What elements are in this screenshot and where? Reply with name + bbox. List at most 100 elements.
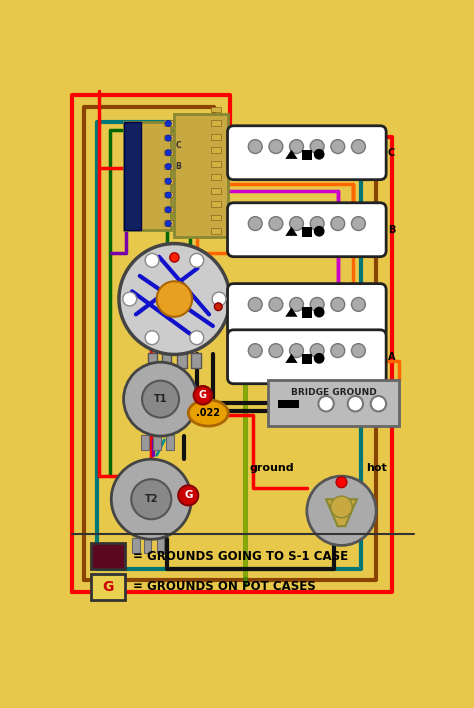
Circle shape — [131, 479, 171, 519]
Bar — [302, 149, 312, 159]
Circle shape — [269, 139, 283, 154]
Bar — [148, 353, 157, 368]
Circle shape — [178, 486, 198, 506]
Bar — [166, 435, 173, 450]
Circle shape — [307, 476, 376, 545]
Bar — [210, 135, 221, 139]
Circle shape — [314, 226, 325, 236]
Circle shape — [165, 178, 171, 184]
Circle shape — [314, 307, 325, 317]
Circle shape — [290, 217, 303, 231]
Ellipse shape — [188, 400, 228, 426]
Circle shape — [310, 139, 324, 154]
Circle shape — [352, 297, 365, 312]
Text: ground: ground — [250, 464, 294, 474]
Circle shape — [212, 292, 226, 306]
Circle shape — [319, 396, 334, 411]
Circle shape — [165, 149, 171, 156]
Bar — [302, 227, 312, 236]
Bar — [210, 106, 221, 112]
Circle shape — [214, 303, 222, 311]
Circle shape — [248, 139, 262, 154]
Circle shape — [194, 386, 212, 404]
Bar — [153, 435, 161, 450]
Text: G: G — [102, 580, 114, 594]
Bar — [268, 380, 399, 426]
Circle shape — [165, 220, 171, 227]
Circle shape — [310, 297, 324, 312]
Circle shape — [331, 496, 352, 518]
Text: C: C — [388, 148, 395, 158]
Circle shape — [314, 353, 325, 364]
Text: BRIDGE GROUND: BRIDGE GROUND — [291, 387, 377, 396]
Circle shape — [310, 343, 324, 358]
Bar — [210, 228, 221, 234]
Bar — [210, 120, 221, 126]
Circle shape — [248, 343, 262, 358]
Circle shape — [331, 139, 345, 154]
Circle shape — [190, 253, 204, 268]
Circle shape — [123, 292, 137, 306]
Circle shape — [336, 477, 347, 488]
Bar — [164, 164, 173, 169]
Polygon shape — [285, 307, 298, 316]
Bar — [91, 574, 125, 600]
Bar — [124, 122, 171, 229]
Text: = GROUNDS GOING TO S-1 CASE: = GROUNDS GOING TO S-1 CASE — [133, 549, 348, 563]
Bar — [164, 178, 173, 183]
Bar — [174, 114, 228, 237]
FancyBboxPatch shape — [228, 126, 386, 180]
Polygon shape — [285, 227, 298, 236]
Text: .022: .022 — [196, 408, 220, 418]
Bar — [210, 147, 221, 153]
Bar — [210, 215, 221, 220]
Circle shape — [347, 396, 363, 411]
Circle shape — [248, 297, 262, 312]
Circle shape — [111, 459, 191, 539]
Bar — [164, 120, 173, 126]
Bar — [164, 207, 173, 212]
Circle shape — [165, 120, 171, 127]
Text: G: G — [184, 491, 192, 501]
Polygon shape — [326, 499, 357, 526]
Bar — [210, 174, 221, 180]
Text: G: G — [199, 390, 207, 400]
Bar — [144, 537, 151, 553]
Bar — [210, 161, 221, 166]
Circle shape — [165, 207, 171, 213]
Polygon shape — [285, 149, 298, 159]
Bar — [132, 537, 140, 553]
Text: B: B — [388, 224, 395, 235]
Circle shape — [165, 192, 171, 198]
Circle shape — [331, 297, 345, 312]
Text: hot: hot — [366, 464, 386, 474]
Circle shape — [331, 343, 345, 358]
Bar — [278, 400, 299, 408]
Circle shape — [352, 139, 365, 154]
Circle shape — [170, 253, 179, 262]
Bar — [157, 537, 164, 553]
Circle shape — [145, 253, 159, 268]
Polygon shape — [285, 354, 298, 363]
Circle shape — [269, 217, 283, 231]
Circle shape — [371, 396, 386, 411]
Circle shape — [124, 362, 198, 436]
Text: C: C — [175, 140, 181, 149]
Text: = GROUNDS ON POT CASES: = GROUNDS ON POT CASES — [133, 581, 316, 593]
FancyBboxPatch shape — [228, 284, 386, 338]
Text: T1: T1 — [154, 394, 167, 404]
Circle shape — [165, 164, 171, 170]
Text: T2: T2 — [145, 494, 158, 504]
Bar — [191, 353, 201, 368]
Circle shape — [165, 135, 171, 141]
Bar — [210, 201, 221, 207]
Circle shape — [331, 217, 345, 231]
Bar — [177, 353, 187, 368]
Bar — [164, 192, 173, 198]
Bar — [141, 435, 149, 450]
Bar — [302, 354, 312, 364]
Circle shape — [269, 297, 283, 312]
Bar — [164, 220, 173, 226]
Circle shape — [156, 281, 192, 316]
Circle shape — [290, 297, 303, 312]
